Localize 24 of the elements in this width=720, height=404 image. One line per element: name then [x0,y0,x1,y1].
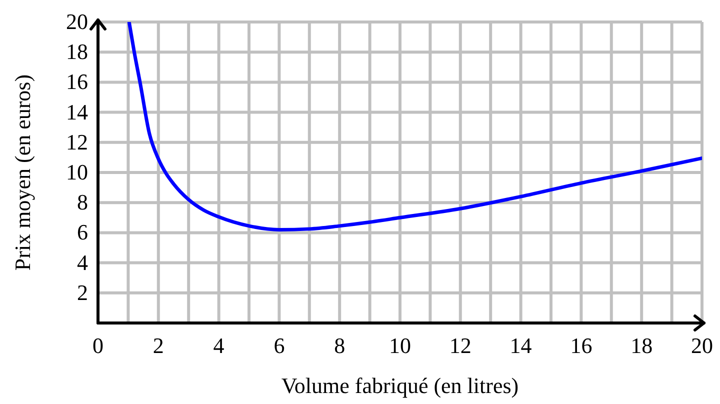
x-tick-label: 4 [213,333,224,358]
y-tick-label: 2 [77,280,88,305]
y-tick-label: 8 [77,190,88,215]
x-axis-title: Volume fabriqué (en litres) [281,373,519,398]
x-tick-label: 20 [691,333,713,358]
y-axis-title: Prix moyen (en euros) [10,74,35,271]
x-tick-label: 10 [389,333,411,358]
y-tick-label: 10 [66,160,88,184]
y-tick-label: 18 [66,39,88,64]
x-tick-label: 0 [92,333,104,358]
y-tick-label: 14 [66,99,88,124]
y-tick-label: 6 [77,220,88,245]
x-tick-label: 8 [334,333,346,358]
x-tick-label: 16 [570,333,592,358]
x-tick-label: 12 [449,333,472,358]
x-tick-label: 6 [274,333,285,358]
x-tick-label: 18 [630,333,653,358]
y-tick-label: 16 [66,69,88,94]
y-tick-label: 4 [77,250,88,275]
y-tick-label: 20 [66,9,88,34]
x-tick-label: 2 [152,333,164,358]
y-tick-label: 12 [66,129,88,154]
x-tick-label: 14 [510,333,532,358]
line-series [127,22,702,232]
